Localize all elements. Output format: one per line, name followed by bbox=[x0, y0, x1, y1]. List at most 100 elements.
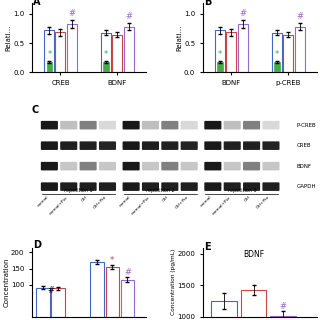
FancyBboxPatch shape bbox=[142, 141, 159, 150]
Text: CIH: CIH bbox=[162, 195, 170, 203]
Text: D: D bbox=[33, 240, 41, 250]
Bar bbox=[51, 289, 65, 317]
FancyBboxPatch shape bbox=[60, 162, 77, 171]
Text: repetition 3: repetition 3 bbox=[228, 188, 256, 193]
Text: normal: normal bbox=[200, 195, 213, 208]
Bar bbox=[124, 27, 134, 72]
Text: CIH+Pte: CIH+Pte bbox=[174, 195, 189, 210]
FancyBboxPatch shape bbox=[161, 182, 178, 191]
Text: normal: normal bbox=[118, 195, 131, 208]
Text: A: A bbox=[33, 0, 41, 7]
Text: BDNF: BDNF bbox=[243, 250, 264, 259]
Bar bbox=[211, 301, 236, 320]
Text: #: # bbox=[68, 10, 76, 19]
Bar bbox=[215, 30, 225, 72]
Text: CIH: CIH bbox=[80, 195, 88, 203]
FancyBboxPatch shape bbox=[123, 141, 140, 150]
Text: #: # bbox=[280, 302, 286, 311]
FancyBboxPatch shape bbox=[41, 162, 58, 171]
Text: #: # bbox=[296, 12, 303, 21]
FancyBboxPatch shape bbox=[262, 121, 279, 130]
Y-axis label: Concentration: Concentration bbox=[4, 258, 10, 307]
FancyBboxPatch shape bbox=[60, 141, 77, 150]
FancyBboxPatch shape bbox=[80, 162, 97, 171]
FancyBboxPatch shape bbox=[161, 121, 178, 130]
FancyBboxPatch shape bbox=[161, 141, 178, 150]
FancyBboxPatch shape bbox=[123, 162, 140, 171]
Text: normal+Pte: normal+Pte bbox=[49, 195, 69, 215]
FancyBboxPatch shape bbox=[262, 141, 279, 150]
Text: *: * bbox=[218, 50, 222, 59]
FancyBboxPatch shape bbox=[204, 162, 221, 171]
Bar bbox=[241, 290, 266, 320]
Bar bbox=[103, 62, 109, 72]
Bar bbox=[272, 33, 282, 72]
Text: *: * bbox=[104, 50, 108, 59]
FancyBboxPatch shape bbox=[60, 121, 77, 130]
Text: normal+Pte: normal+Pte bbox=[212, 195, 232, 215]
FancyBboxPatch shape bbox=[60, 182, 77, 191]
FancyBboxPatch shape bbox=[243, 141, 260, 150]
Bar bbox=[274, 62, 280, 72]
Text: *: * bbox=[275, 50, 279, 59]
FancyBboxPatch shape bbox=[99, 182, 116, 191]
Bar bbox=[112, 35, 123, 72]
FancyBboxPatch shape bbox=[123, 182, 140, 191]
FancyBboxPatch shape bbox=[142, 162, 159, 171]
FancyBboxPatch shape bbox=[161, 162, 178, 171]
Text: BDNF: BDNF bbox=[297, 164, 312, 169]
Text: repetition 2: repetition 2 bbox=[146, 188, 174, 193]
Bar bbox=[121, 280, 134, 317]
FancyBboxPatch shape bbox=[181, 121, 198, 130]
FancyBboxPatch shape bbox=[80, 121, 97, 130]
Text: #: # bbox=[124, 268, 131, 276]
FancyBboxPatch shape bbox=[243, 162, 260, 171]
FancyBboxPatch shape bbox=[224, 141, 241, 150]
FancyBboxPatch shape bbox=[80, 141, 97, 150]
Bar bbox=[106, 267, 119, 317]
Bar bbox=[283, 35, 293, 72]
FancyBboxPatch shape bbox=[243, 121, 260, 130]
Bar bbox=[55, 32, 66, 72]
Bar bbox=[90, 262, 104, 317]
Bar bbox=[217, 62, 223, 72]
Y-axis label: Concentration (pg/mL): Concentration (pg/mL) bbox=[171, 249, 176, 316]
Bar bbox=[238, 24, 248, 72]
FancyBboxPatch shape bbox=[99, 162, 116, 171]
FancyBboxPatch shape bbox=[204, 121, 221, 130]
Text: #: # bbox=[125, 12, 132, 21]
Text: B: B bbox=[204, 0, 212, 7]
Text: CIH: CIH bbox=[244, 195, 252, 203]
FancyBboxPatch shape bbox=[204, 182, 221, 191]
Y-axis label: Relati...: Relati... bbox=[6, 25, 12, 51]
Text: *: * bbox=[110, 256, 115, 265]
Text: E: E bbox=[204, 242, 211, 252]
FancyBboxPatch shape bbox=[142, 121, 159, 130]
FancyBboxPatch shape bbox=[41, 182, 58, 191]
FancyBboxPatch shape bbox=[181, 162, 198, 171]
FancyBboxPatch shape bbox=[224, 162, 241, 171]
Text: normal: normal bbox=[36, 195, 49, 208]
Bar bbox=[44, 30, 54, 72]
Bar bbox=[46, 62, 52, 72]
Text: #: # bbox=[47, 286, 54, 295]
FancyBboxPatch shape bbox=[224, 121, 241, 130]
FancyBboxPatch shape bbox=[123, 121, 140, 130]
Bar bbox=[36, 288, 50, 317]
FancyBboxPatch shape bbox=[224, 182, 241, 191]
FancyBboxPatch shape bbox=[181, 182, 198, 191]
Text: C: C bbox=[32, 105, 39, 115]
FancyBboxPatch shape bbox=[262, 182, 279, 191]
Text: P-CREB: P-CREB bbox=[297, 123, 316, 128]
FancyBboxPatch shape bbox=[243, 182, 260, 191]
Text: CREB: CREB bbox=[297, 143, 311, 148]
Bar bbox=[295, 27, 305, 72]
Text: repetition 1: repetition 1 bbox=[64, 188, 93, 193]
Bar bbox=[226, 32, 236, 72]
Y-axis label: Relati...: Relati... bbox=[177, 25, 183, 51]
Text: CIH+Pte: CIH+Pte bbox=[256, 195, 271, 210]
Bar bbox=[101, 33, 111, 72]
FancyBboxPatch shape bbox=[41, 141, 58, 150]
FancyBboxPatch shape bbox=[41, 121, 58, 130]
Bar bbox=[270, 316, 296, 320]
